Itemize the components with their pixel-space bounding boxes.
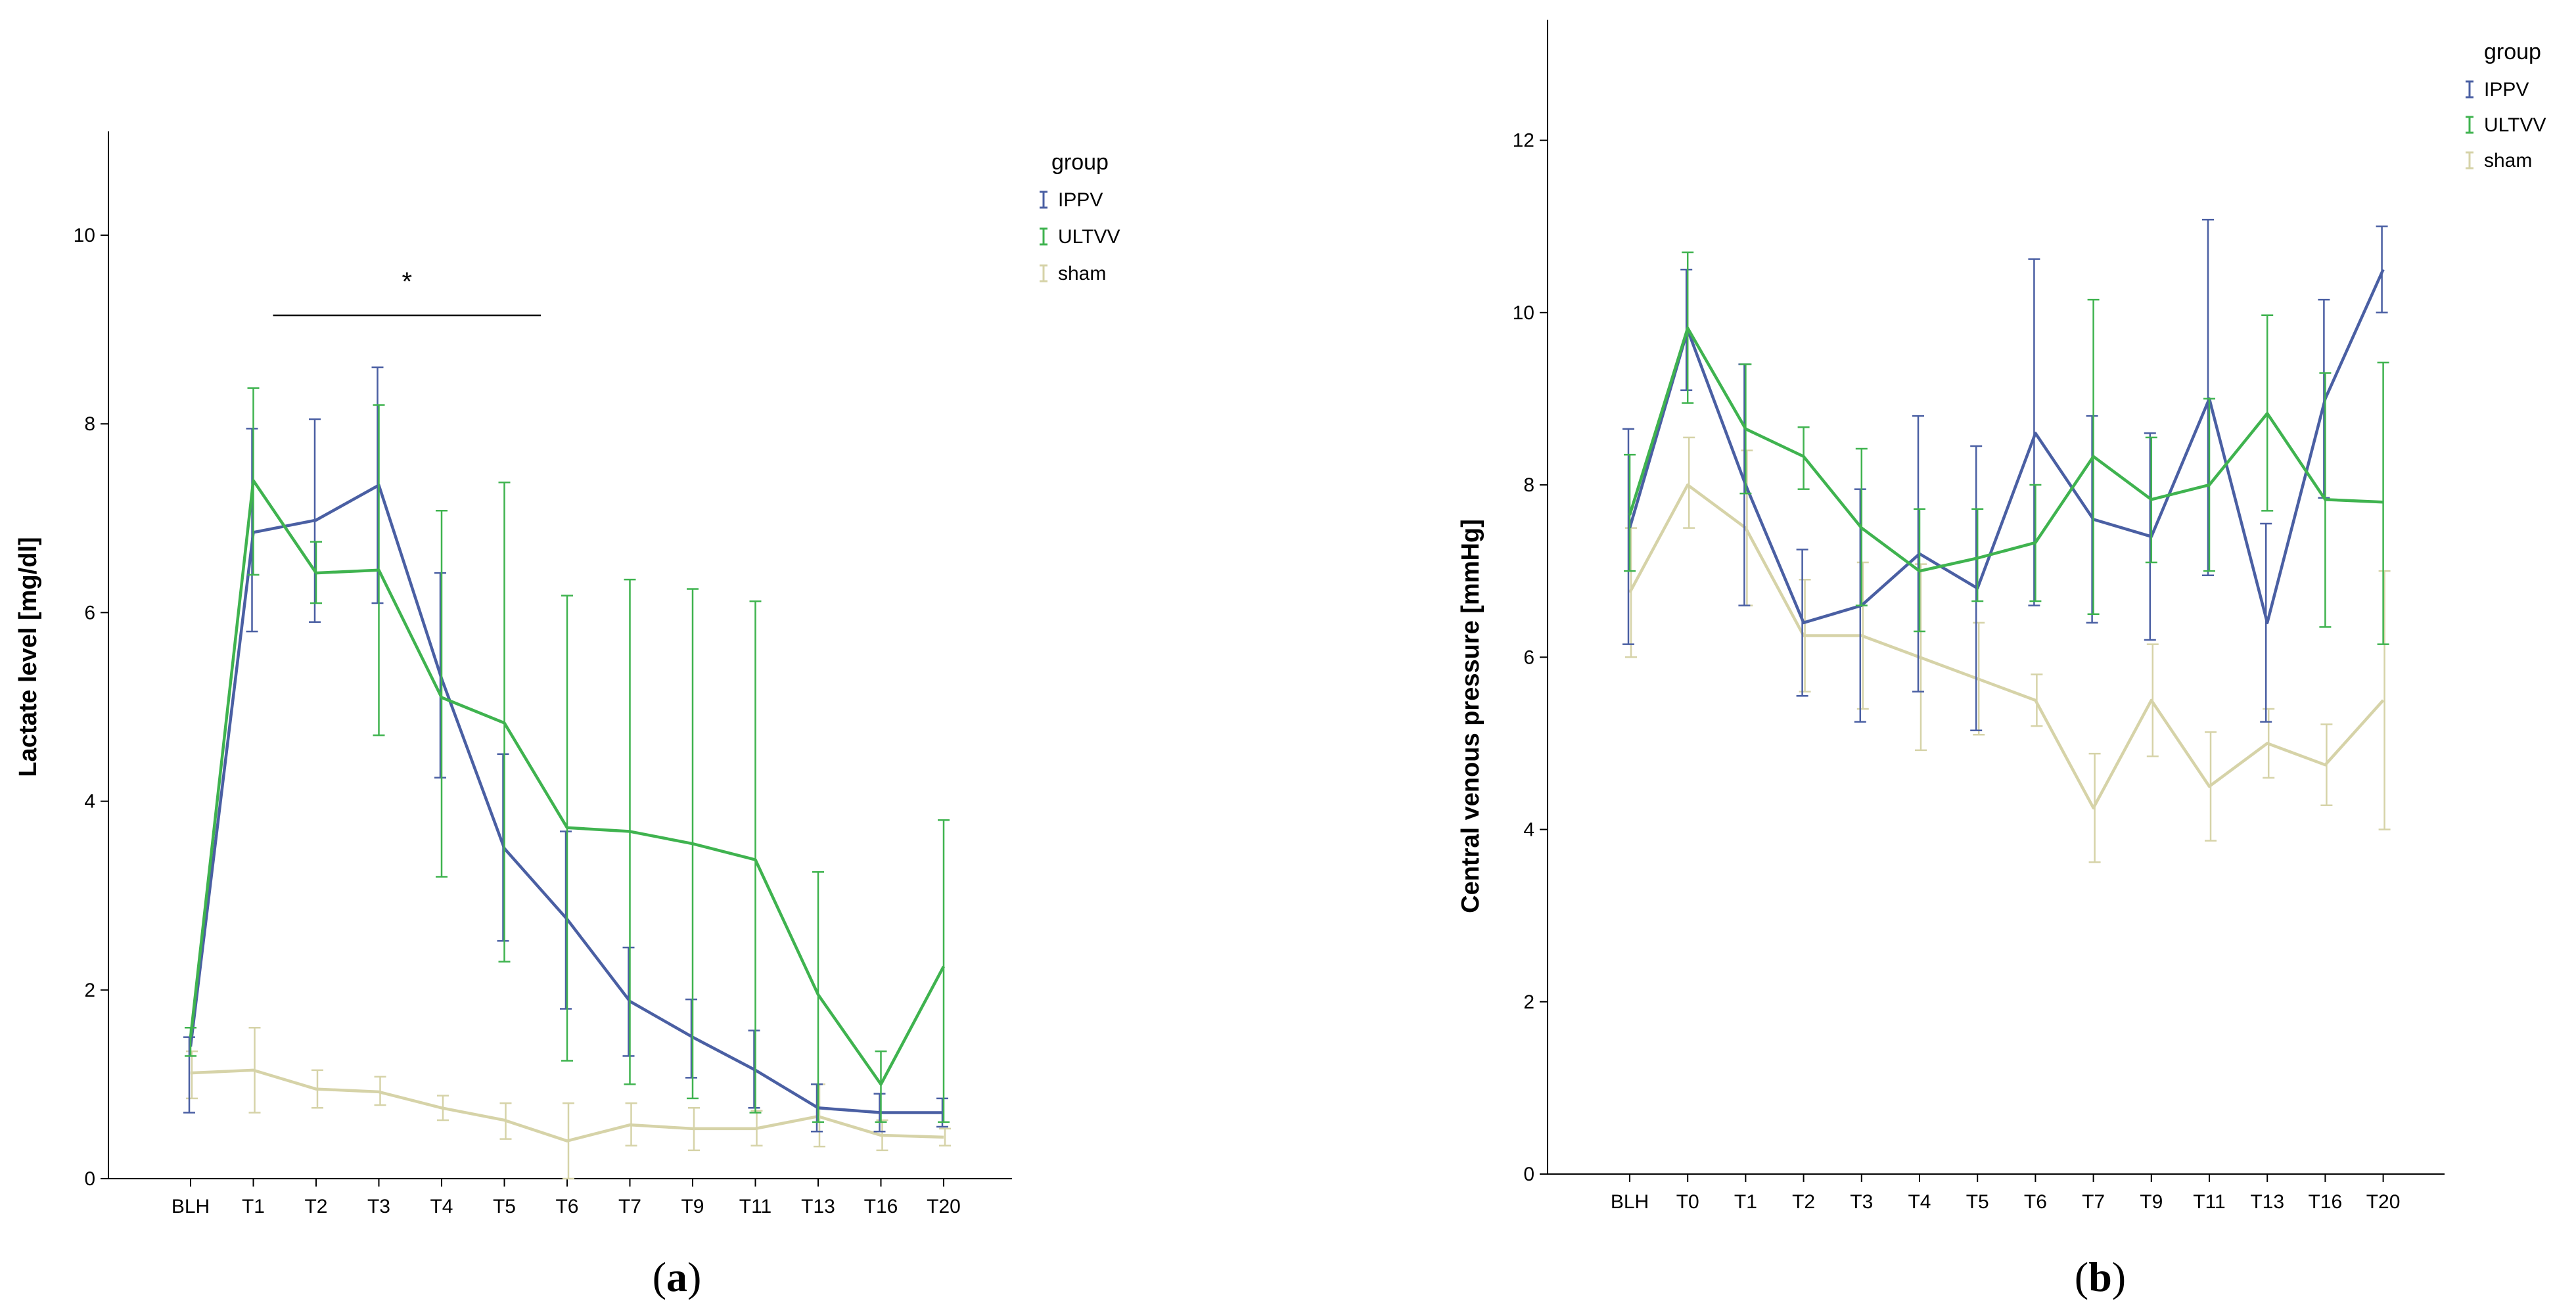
a-x-tick-label: T4 bbox=[430, 1196, 453, 1217]
a-legend-label-ultvv: ULTVV bbox=[1058, 226, 1120, 248]
a-line-ultvv bbox=[189, 479, 945, 1086]
a-y-tick-label: 8 bbox=[84, 413, 95, 435]
b-legend-title: group bbox=[2484, 39, 2541, 64]
a-x-tick-label: T11 bbox=[739, 1196, 771, 1217]
a-x-tick-label: T20 bbox=[927, 1196, 961, 1217]
b-y-tick-label: 0 bbox=[1523, 1164, 1534, 1185]
a-x-tick-label: BLH bbox=[172, 1196, 210, 1217]
a-y-tick-label: 2 bbox=[84, 980, 95, 1001]
b-series-ippv bbox=[1622, 218, 2388, 731]
b-panel-label: (b) bbox=[2075, 1254, 2126, 1300]
b-x-tick-label: T9 bbox=[2140, 1191, 2163, 1213]
a-y-tick-label: 4 bbox=[84, 791, 95, 813]
b-x-tick-label: T2 bbox=[1792, 1191, 1815, 1213]
b-line-sham bbox=[1628, 483, 2385, 809]
b-x-tick-label: T11 bbox=[2193, 1191, 2225, 1213]
b-y-tick-label: 12 bbox=[1513, 130, 1534, 152]
b-series-sham bbox=[1625, 436, 2391, 863]
b-x-tick-label: T5 bbox=[1966, 1191, 1989, 1213]
b-x-tick-label: T6 bbox=[2024, 1191, 2047, 1213]
b-y-tick-label: 10 bbox=[1513, 302, 1534, 324]
b-y-tick-label: 4 bbox=[1523, 819, 1534, 841]
b-x-tick-label: T20 bbox=[2366, 1191, 2401, 1213]
a-line-sham bbox=[190, 1068, 944, 1143]
a-legend-title: group bbox=[1051, 150, 1109, 175]
a-x-tick-label: T2 bbox=[304, 1196, 327, 1217]
a-x-tick-label: T1 bbox=[242, 1196, 265, 1217]
b-y-tick-label: 6 bbox=[1523, 646, 1534, 668]
a-y-tick-label: 0 bbox=[84, 1168, 95, 1190]
a-series-sham bbox=[186, 1026, 951, 1180]
a-panel-label: (a) bbox=[653, 1254, 702, 1300]
a-y-tick-label: 6 bbox=[84, 602, 95, 623]
a-series-ultvv bbox=[185, 387, 950, 1123]
a-x-tick-label: T3 bbox=[367, 1196, 390, 1217]
a-x-tick-label: T13 bbox=[801, 1196, 835, 1217]
a-legend-label-sham: sham bbox=[1058, 263, 1106, 284]
b-line-ippv bbox=[1628, 269, 2385, 625]
b-legend-label-sham: sham bbox=[2484, 150, 2532, 171]
b-legend-label-ultvv: ULTVV bbox=[2484, 114, 2546, 136]
a-x-tick-label: T9 bbox=[681, 1196, 704, 1217]
b-x-tick-label: T1 bbox=[1734, 1191, 1757, 1213]
a-y-tick-label: 10 bbox=[74, 225, 95, 246]
a-y-axis-title: Lactate level [mg/dl] bbox=[14, 537, 42, 777]
b-y-axis-title: Central venous pressure [mmHg] bbox=[1457, 519, 1484, 913]
b-x-tick-label: T16 bbox=[2309, 1191, 2343, 1213]
b-x-tick-label: T13 bbox=[2250, 1191, 2284, 1213]
chart-panel-b: 0 2 4 6 8 10 12 BLH T0 T1 T2 T3 T4 T5 T6 T7 T9 T11 T13 T16 T… bbox=[1457, 20, 2546, 1300]
chart-panel-a: 0 2 4 6 8 10 BLH T1 T2 T3 T4 T5 T6 T7 T9 T11 T13 T16 T20 La… bbox=[14, 131, 1120, 1300]
b-x-tick-label: T7 bbox=[2082, 1191, 2105, 1213]
b-x-tick-label: T4 bbox=[1908, 1191, 1931, 1213]
b-legend: group IPPV ULTVV sham bbox=[2466, 39, 2546, 171]
b-x-tick-label: T0 bbox=[1676, 1191, 1699, 1213]
b-series-ultvv bbox=[1624, 251, 2389, 645]
a-x-tick-label: T16 bbox=[864, 1196, 898, 1217]
a-x-tick-label: T5 bbox=[493, 1196, 516, 1217]
b-line-ultvv bbox=[1628, 327, 2383, 573]
b-y-tick-label: 2 bbox=[1523, 991, 1534, 1013]
a-significance-star: * bbox=[402, 267, 412, 296]
b-legend-label-ippv: IPPV bbox=[2484, 79, 2529, 101]
b-x-tick-label: T3 bbox=[1850, 1191, 1873, 1213]
a-legend-label-ippv: IPPV bbox=[1058, 189, 1103, 211]
a-x-tick-label: T6 bbox=[555, 1196, 578, 1217]
a-x-tick-label: T7 bbox=[618, 1196, 641, 1217]
b-y-tick-label: 8 bbox=[1523, 474, 1534, 496]
b-x-tick-label: BLH bbox=[1611, 1191, 1649, 1213]
a-legend: group IPPV ULTVV sham bbox=[1040, 150, 1120, 284]
